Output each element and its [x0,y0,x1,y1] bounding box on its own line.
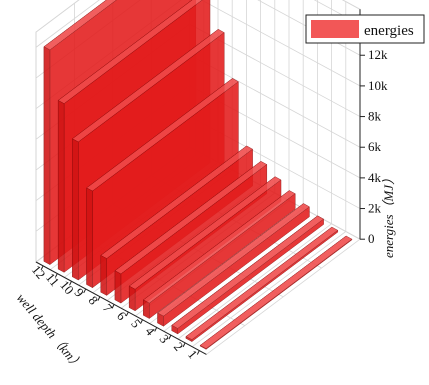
bars [43,0,353,350]
x-tick-mark [168,334,172,340]
x-tick-label: 2 [171,339,187,354]
y-gridline [35,0,361,48]
y-tick-label: 6k [368,139,382,154]
bar [171,215,325,335]
legend-swatch [311,20,359,38]
x-tick-label: 8 [86,293,102,308]
y-tick-label: 12k [368,47,388,62]
x-tick-label: 3 [157,331,173,346]
x-tick-mark [182,342,186,348]
y-axis-title: energies（MJ） [381,172,396,258]
x-tick-mark [140,319,143,324]
y-tick-label: 2k [368,201,382,216]
bar [185,226,339,343]
bar [128,176,282,312]
x-tick-label: 1 [185,347,201,362]
y-tick-label: 8k [368,109,382,124]
x-tick-label: 7 [100,301,116,316]
x-tick-label: 6 [114,308,130,323]
x-tick-mark [196,350,200,355]
x-axis-title: well depth（km） [14,290,87,372]
bar [199,235,353,350]
x-tick-mark [111,304,115,309]
x-tick-mark [154,327,158,332]
x-tick-label: 5 [128,316,144,331]
legend: energies [305,14,425,44]
x-tick-mark [83,288,87,294]
y-tick-label: 10k [368,78,388,93]
x-axis-line [35,261,207,355]
bar [157,202,310,327]
y-tick-label: 4k [368,170,382,185]
x-tick-mark [54,273,58,278]
y-tick-label: 0 [368,231,375,246]
x-tick-mark [69,281,72,286]
x-tick-mark [125,311,129,317]
legend-label: energies [364,23,414,39]
x-tick-mark [40,265,44,271]
x-tick-label: 4 [142,324,158,339]
x-tick-mark [97,296,101,301]
bar [142,190,296,320]
